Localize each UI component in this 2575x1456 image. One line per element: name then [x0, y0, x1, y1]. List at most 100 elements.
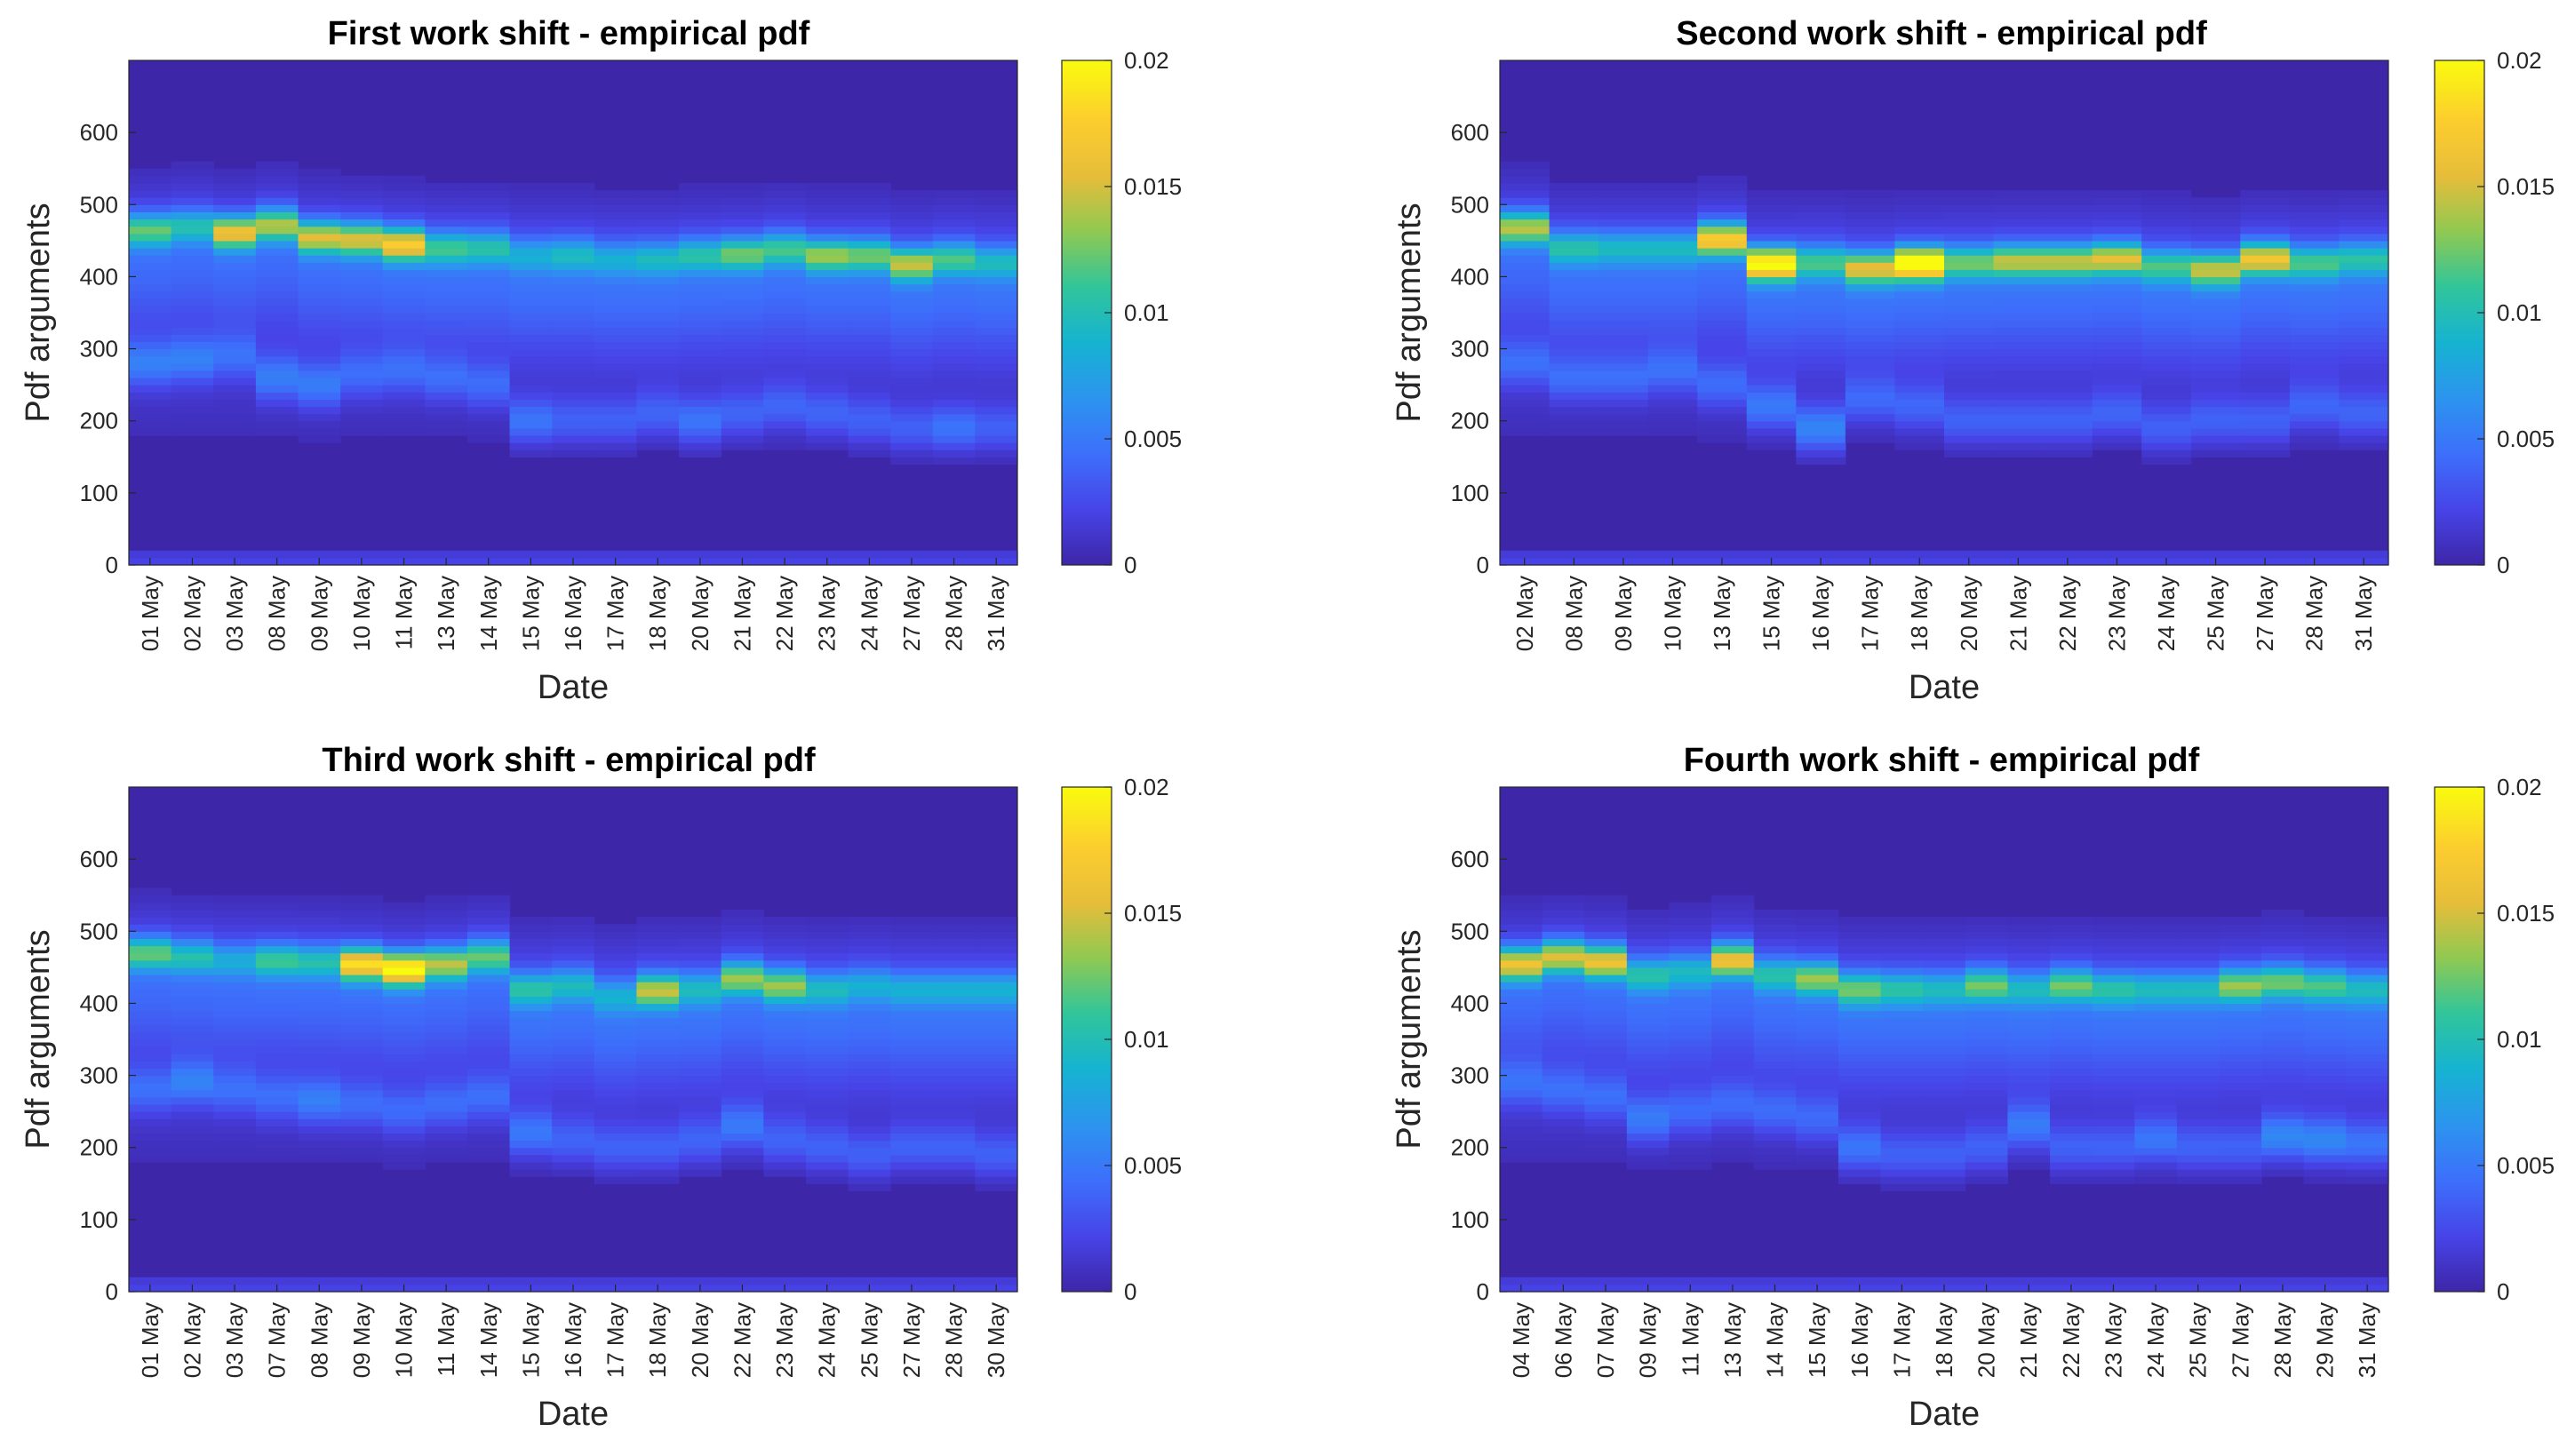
heatmap-cell: [213, 262, 257, 270]
heatmap-cell: [213, 945, 257, 954]
heatmap-cell: [213, 247, 257, 256]
heatmap-cell: [1845, 276, 1896, 285]
heatmap-cell: [298, 197, 341, 205]
heatmap-cell: [2092, 989, 2135, 997]
heatmap-cell: [1796, 1054, 1839, 1062]
heatmap-cell: [636, 240, 680, 249]
heatmap-cell: [1838, 989, 1882, 997]
heatmap-cell: [679, 1169, 722, 1177]
heatmap-cell: [848, 442, 891, 450]
heatmap-cell: [466, 247, 511, 256]
heatmap-cell: [171, 1054, 214, 1062]
heatmap-cell: [2190, 420, 2241, 429]
heatmap-cell: [2141, 305, 2192, 314]
heatmap-cell: [594, 355, 638, 364]
heatmap-cell: [2043, 190, 2093, 198]
heatmap-cell: [255, 1061, 299, 1070]
heatmap-cell: [171, 392, 214, 400]
heatmap-cell: [2289, 226, 2340, 235]
heatmap-cell: [1838, 1147, 1882, 1156]
heatmap-cell: [932, 1161, 976, 1170]
heatmap-cell: [2092, 283, 2142, 292]
heatmap-cell: [2190, 399, 2241, 408]
heatmap-cell: [1746, 334, 1797, 343]
heatmap-cell: [2190, 450, 2241, 457]
heatmap-cell: [509, 1089, 553, 1098]
heatmap-cell: [1711, 1126, 1755, 1134]
heatmap-cell: [2219, 1039, 2262, 1047]
x-tick-label: 17 May: [602, 576, 629, 651]
y-axis-label: Pdf arguments: [20, 929, 57, 1149]
heatmap-cell: [2240, 385, 2291, 393]
colorbar-tick-label: 0: [2497, 552, 2509, 578]
heatmap-cell: [2007, 1010, 2051, 1019]
heatmap-cell: [171, 247, 214, 256]
heatmap-cell: [1711, 1031, 1755, 1040]
x-tick-label: 20 May: [1973, 1302, 2000, 1378]
heatmap-cell: [466, 895, 511, 903]
heatmap-column-12: [2043, 190, 2093, 566]
heatmap-cell: [466, 982, 511, 990]
heatmap-cell: [1500, 945, 1543, 954]
heatmap-cell: [1880, 1161, 1924, 1170]
heatmap-cell: [594, 1075, 638, 1084]
heatmap-cell: [2092, 1068, 2135, 1077]
heatmap-cell: [2176, 1126, 2220, 1134]
heatmap-cell: [679, 959, 722, 968]
heatmap-cell: [805, 378, 849, 386]
heatmap-cell: [1838, 1118, 1882, 1126]
x-axis-label: Date: [1909, 1396, 1980, 1433]
heatmap-cell: [1993, 298, 2044, 306]
heatmap-cell: [932, 348, 976, 357]
heatmap-cell: [1669, 924, 1712, 932]
heatmap-cell: [1796, 924, 1839, 932]
y-tick-label: 500: [1451, 191, 1489, 218]
heatmap-cell: [382, 247, 426, 256]
heatmap-cell: [1880, 996, 1924, 1005]
heatmap-cell: [171, 938, 214, 947]
heatmap-cell: [2346, 1024, 2389, 1033]
heatmap-cell: [255, 262, 299, 270]
heatmap-cell: [1796, 1068, 1839, 1077]
heatmap-cell: [1993, 348, 2044, 357]
heatmap-cell: [1838, 1161, 1882, 1170]
heatmap-cell: [213, 327, 257, 335]
heatmap-cell: [340, 945, 384, 954]
heatmap-cell: [975, 931, 1018, 939]
heatmap-cell: [848, 1039, 891, 1047]
heatmap-cell: [1542, 959, 1585, 968]
heatmap-cell: [2007, 1082, 2051, 1091]
heatmap-cell: [805, 283, 849, 292]
heatmap-cell: [805, 413, 849, 422]
heatmap-cell: [255, 924, 299, 932]
heatmap-cell: [255, 996, 299, 1005]
heatmap-cell: [255, 355, 299, 364]
heatmap-cell: [2092, 1054, 2135, 1062]
heatmap-cell: [636, 1096, 680, 1105]
heatmap-cell: [2261, 974, 2305, 983]
heatmap-cell: [848, 355, 891, 364]
heatmap-cell: [763, 952, 807, 961]
heatmap-cell: [763, 931, 807, 939]
heatmap-cell: [382, 967, 426, 975]
heatmap-cell: [2346, 989, 2389, 997]
heatmap-cell: [2219, 1126, 2262, 1134]
heatmap-cell: [255, 378, 299, 386]
heatmap-cell: [1753, 1118, 1797, 1126]
heatmap-column-16: [763, 917, 807, 1293]
heatmap-cell: [2050, 1010, 2093, 1019]
x-tick-label: 01 May: [137, 1302, 163, 1378]
heatmap-cell: [1894, 427, 1945, 436]
heatmap-cell: [848, 262, 891, 270]
heatmap-cell: [932, 406, 976, 415]
heatmap-cell: [1944, 204, 1995, 212]
heatmap-cell: [1697, 175, 1748, 184]
heatmap-cell: [1697, 327, 1748, 335]
heatmap-cell: [298, 924, 341, 932]
heatmap-cell: [340, 917, 384, 925]
heatmap-cell: [1944, 211, 1995, 220]
heatmap-cell: [1584, 902, 1628, 911]
colorbar-tick-label: 0: [1124, 1278, 1136, 1305]
heatmap-cell: [1711, 909, 1755, 918]
